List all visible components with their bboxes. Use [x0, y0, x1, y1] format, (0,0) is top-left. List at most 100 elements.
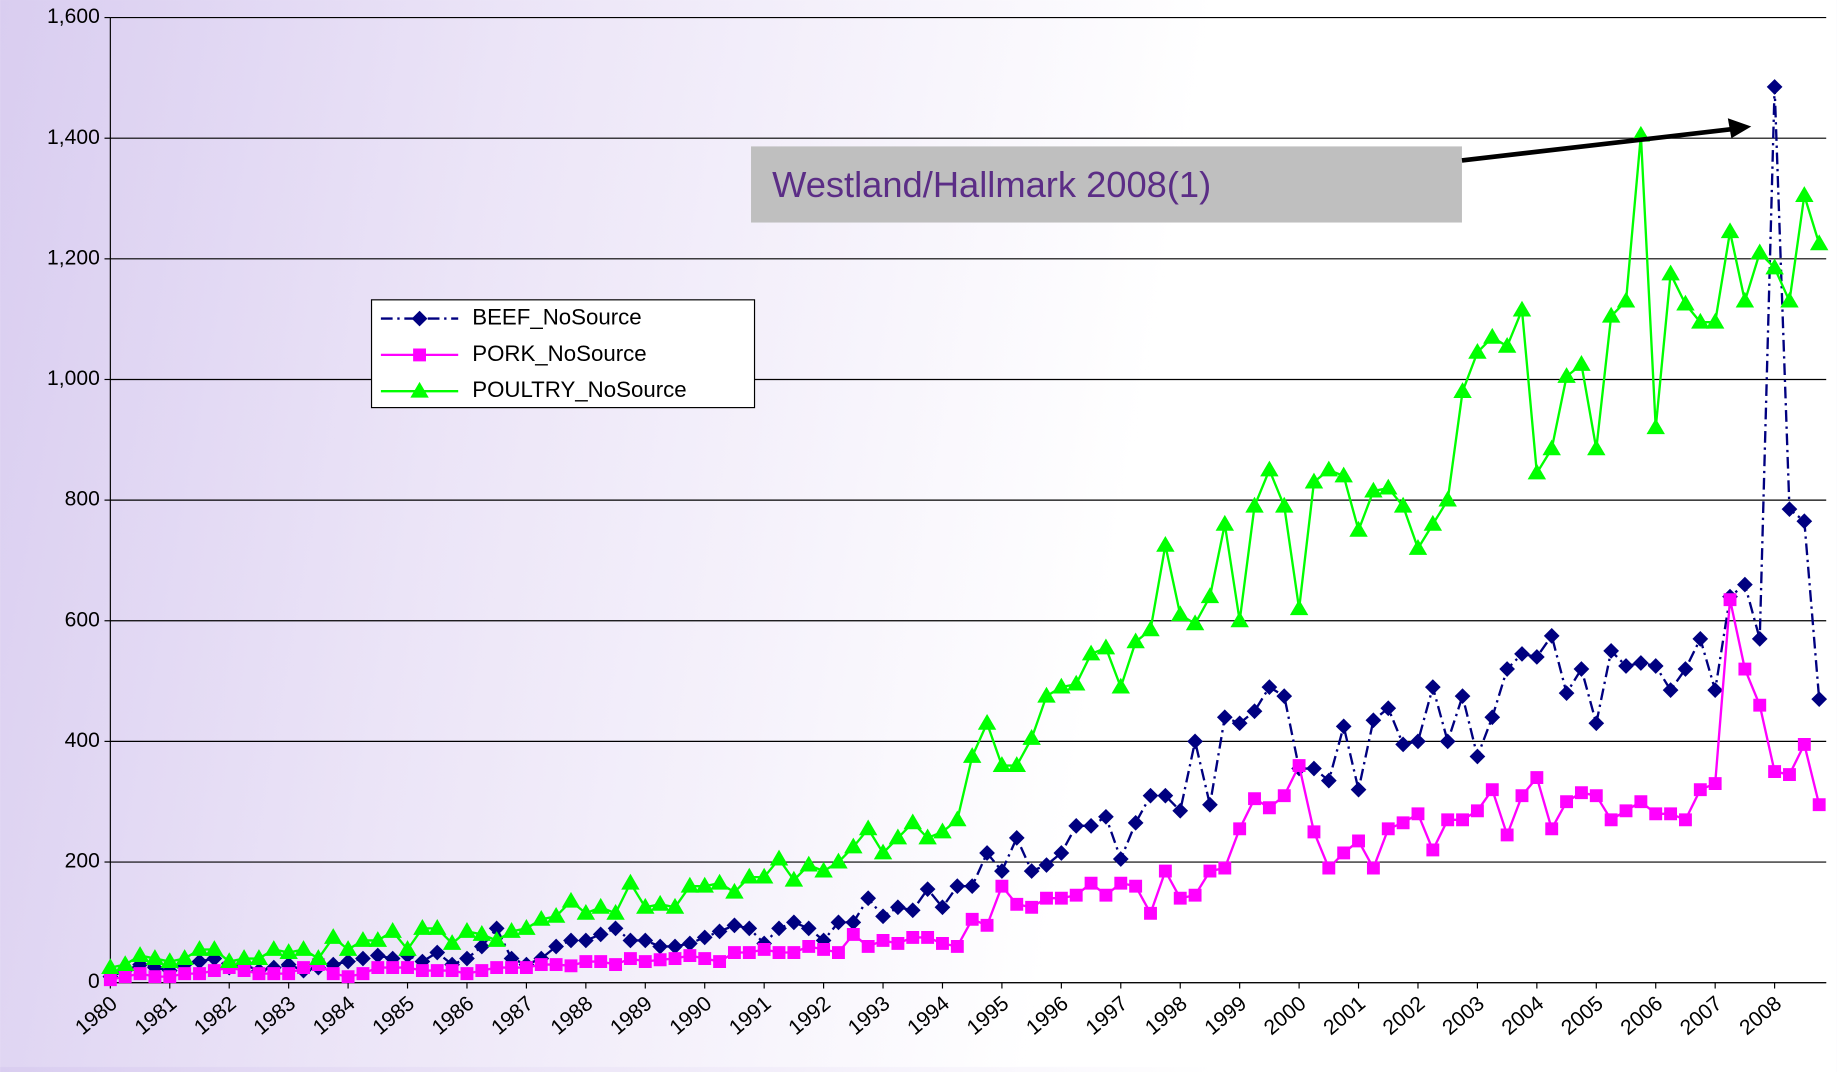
- data-point: [1126, 632, 1145, 649]
- data-point: [1589, 789, 1603, 803]
- x-tick-label: 1991: [725, 992, 776, 1040]
- data-point: [919, 881, 936, 898]
- data-point: [1008, 830, 1025, 846]
- data-point: [934, 899, 951, 916]
- data-point: [890, 899, 906, 916]
- data-point: [1766, 79, 1783, 95]
- data-point: [249, 949, 269, 965]
- data-point: [1408, 539, 1428, 555]
- data-point: [1545, 822, 1559, 836]
- data-point: [979, 845, 995, 861]
- data-point: [1069, 888, 1083, 902]
- data-point: [1557, 367, 1576, 383]
- data-point: [1514, 646, 1530, 662]
- data-point: [873, 843, 893, 860]
- data-point: [592, 926, 609, 943]
- data-point: [237, 964, 251, 978]
- data-point: [429, 944, 446, 961]
- data-point: [1560, 795, 1574, 809]
- data-point: [1099, 888, 1113, 902]
- data-point: [1809, 234, 1829, 251]
- data-point: [1795, 186, 1814, 202]
- data-point: [103, 973, 117, 987]
- data-point: [1171, 605, 1190, 622]
- data-point: [546, 906, 566, 923]
- data-point: [904, 902, 921, 919]
- x-tick-label: 1995: [963, 992, 1014, 1040]
- data-point: [1664, 807, 1678, 821]
- data-point: [1010, 897, 1024, 911]
- data-point: [191, 953, 208, 970]
- data-point: [205, 940, 224, 956]
- data-point: [1114, 876, 1128, 890]
- data-point: [1304, 472, 1324, 489]
- data-point: [713, 955, 727, 969]
- data-point: [579, 955, 593, 969]
- data-point: [353, 931, 373, 947]
- data-point: [936, 937, 949, 950]
- data-point: [1470, 804, 1484, 818]
- data-point: [742, 946, 756, 959]
- data-point: [505, 961, 518, 975]
- data-point: [1306, 760, 1322, 777]
- data-point: [442, 934, 462, 950]
- x-tick-label: 2001: [1319, 992, 1370, 1040]
- data-point: [487, 931, 506, 947]
- data-point: [653, 953, 667, 967]
- data-point: [1111, 677, 1131, 694]
- data-point: [1454, 688, 1471, 705]
- x-tick-label: 1999: [1200, 992, 1251, 1040]
- data-point: [591, 897, 610, 914]
- data-point: [1812, 798, 1826, 812]
- data-point: [1023, 863, 1040, 879]
- data-point: [965, 912, 979, 926]
- data-point: [1441, 813, 1455, 827]
- legend-label: POULTRY_NoSource: [472, 377, 686, 402]
- data-point: [1233, 822, 1247, 836]
- data-point: [623, 952, 637, 965]
- data-point: [1319, 460, 1339, 477]
- data-point: [876, 934, 890, 947]
- data-point: [1572, 355, 1591, 371]
- data-point: [1157, 787, 1174, 804]
- data-point: [888, 828, 908, 845]
- data-point: [1720, 222, 1740, 239]
- data-point: [1216, 709, 1233, 726]
- data-point: [1751, 630, 1768, 647]
- data-point: [802, 940, 816, 953]
- data-point: [371, 961, 385, 975]
- y-tick-label: 1,600: [47, 5, 100, 28]
- data-point: [1277, 789, 1291, 803]
- data-point: [607, 920, 624, 937]
- data-point: [844, 837, 863, 854]
- data-point: [964, 878, 981, 895]
- data-point: [621, 873, 640, 890]
- data-point: [786, 914, 802, 931]
- data-point: [576, 903, 596, 920]
- x-tick-label: 1983: [249, 992, 300, 1040]
- data-point: [398, 940, 417, 956]
- data-point: [933, 822, 952, 839]
- data-point: [1144, 906, 1157, 920]
- data-point: [368, 931, 388, 947]
- data-point: [695, 876, 714, 893]
- data-point: [1765, 258, 1784, 275]
- data-point: [832, 946, 845, 959]
- legend: BEEF_NoSource PORK_NoSource POULTRY_NoSour…: [370, 299, 756, 409]
- x-tick-label: 1990: [665, 992, 716, 1040]
- data-point: [428, 919, 447, 935]
- legend-marker: [410, 381, 429, 398]
- data-point: [297, 961, 310, 975]
- data-point: [1218, 861, 1232, 875]
- data-point: [1738, 662, 1752, 676]
- data-point: [668, 952, 682, 965]
- data-point: [1797, 737, 1811, 751]
- data-point: [459, 950, 475, 967]
- x-tick-label: 2005: [1557, 992, 1608, 1040]
- data-point: [861, 940, 875, 953]
- data-point: [1260, 460, 1279, 477]
- data-point: [118, 970, 132, 984]
- x-tick-label: 1997: [1082, 992, 1133, 1040]
- data-point: [1142, 787, 1159, 804]
- data-point: [1112, 851, 1129, 867]
